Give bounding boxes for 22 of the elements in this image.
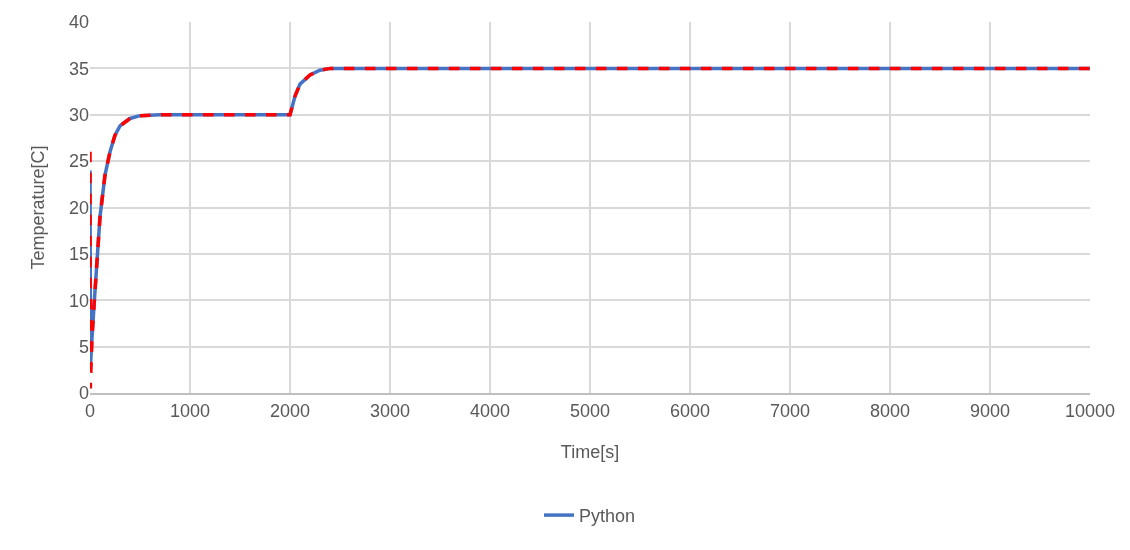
- x-tick-label: 4000: [469, 400, 511, 421]
- y-tick-label: 20: [68, 197, 89, 218]
- legend-label: Python: [579, 506, 636, 527]
- x-tick-label: 3000: [369, 400, 411, 421]
- x-tick-label: 6000: [669, 400, 711, 421]
- y-tick-label: 40: [68, 12, 89, 33]
- x-tick-label: 7000: [769, 400, 811, 421]
- y-tick-label: 0: [78, 383, 89, 404]
- x-tick-label: 10000: [1064, 400, 1116, 421]
- x-axis-title: Time[s]: [560, 442, 620, 462]
- x-tick-label: 8000: [869, 400, 911, 421]
- x-tick-label: 5000: [569, 400, 611, 421]
- y-tick-label: 25: [68, 151, 89, 172]
- y-tick-label: 15: [68, 244, 89, 265]
- y-tick-label: 30: [68, 105, 89, 126]
- y-tick-label: 5: [78, 336, 89, 357]
- x-tick-label: 1000: [169, 400, 211, 421]
- x-tick-label: 2000: [269, 400, 311, 421]
- x-tick-label: 9000: [969, 400, 1011, 421]
- y-axis-title: Temperature[C]: [28, 145, 48, 270]
- y-tick-label: 35: [68, 58, 89, 79]
- y-tick-label: 10: [68, 290, 89, 311]
